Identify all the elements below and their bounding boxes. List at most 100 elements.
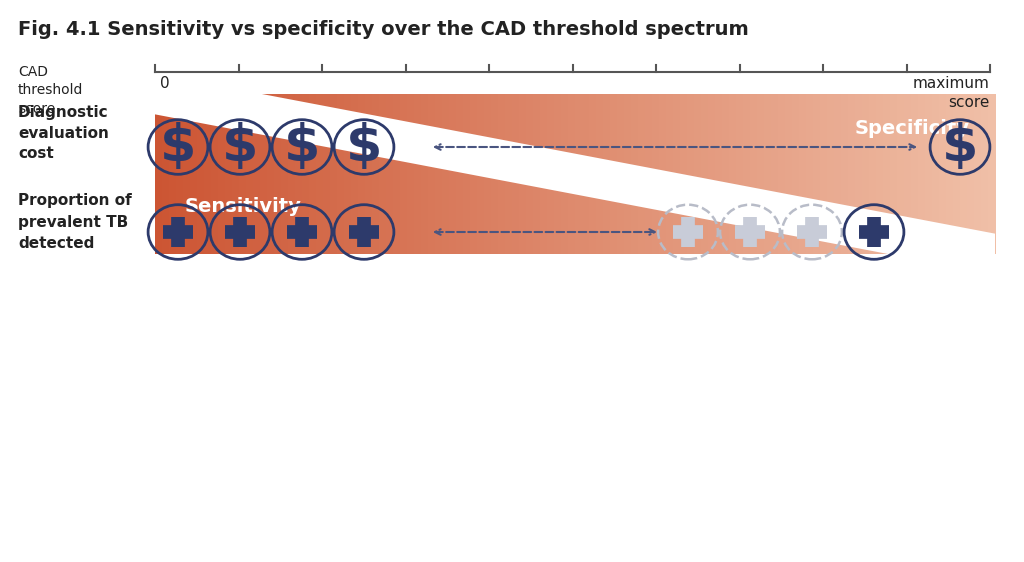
Bar: [722, 94, 730, 254]
Bar: [274, 94, 282, 254]
Bar: [183, 94, 191, 254]
Bar: [323, 94, 331, 254]
Bar: [785, 94, 793, 254]
Bar: [316, 94, 324, 254]
Bar: [534, 94, 541, 254]
Text: CAD
threshold
score: CAD threshold score: [18, 65, 83, 116]
Bar: [743, 94, 751, 254]
Bar: [953, 94, 961, 254]
Bar: [666, 94, 674, 254]
Bar: [309, 94, 317, 254]
Bar: [358, 94, 366, 254]
Bar: [519, 94, 527, 254]
Bar: [673, 94, 681, 254]
Bar: [204, 94, 212, 254]
Bar: [330, 94, 338, 254]
Bar: [260, 94, 268, 254]
Bar: [505, 94, 513, 254]
Bar: [477, 94, 485, 254]
Bar: [582, 94, 590, 254]
Bar: [778, 94, 786, 254]
Bar: [652, 94, 660, 254]
Bar: [379, 94, 387, 254]
Bar: [792, 94, 800, 254]
Bar: [771, 94, 779, 254]
Bar: [218, 94, 226, 254]
Bar: [918, 94, 926, 254]
Bar: [904, 94, 912, 254]
Bar: [736, 94, 744, 254]
Bar: [490, 94, 499, 254]
Bar: [407, 94, 415, 254]
Bar: [834, 94, 842, 254]
Bar: [442, 94, 450, 254]
Bar: [393, 94, 401, 254]
Bar: [694, 94, 702, 254]
Text: $: $: [284, 122, 321, 172]
Bar: [687, 94, 695, 254]
Text: Specificity: Specificity: [855, 119, 970, 138]
Bar: [169, 94, 177, 254]
Bar: [729, 94, 737, 254]
Bar: [750, 94, 758, 254]
Bar: [512, 94, 520, 254]
Bar: [561, 94, 569, 254]
Bar: [232, 94, 240, 254]
Bar: [848, 94, 856, 254]
Bar: [190, 94, 198, 254]
Bar: [428, 94, 436, 254]
Bar: [155, 94, 163, 254]
Bar: [400, 94, 408, 254]
Bar: [239, 94, 247, 254]
Bar: [386, 94, 394, 254]
Bar: [638, 94, 646, 254]
Bar: [449, 94, 457, 254]
Bar: [435, 94, 443, 254]
Bar: [162, 94, 170, 254]
Bar: [813, 94, 821, 254]
Bar: [344, 94, 352, 254]
Bar: [547, 94, 555, 254]
Bar: [246, 94, 254, 254]
Bar: [806, 94, 814, 254]
Text: Proportion of
prevalent TB
detected: Proportion of prevalent TB detected: [18, 193, 132, 251]
Bar: [610, 94, 618, 254]
Bar: [981, 94, 989, 254]
Bar: [631, 94, 639, 254]
Bar: [869, 94, 877, 254]
Bar: [365, 94, 373, 254]
Bar: [708, 94, 716, 254]
Bar: [288, 94, 296, 254]
Bar: [680, 94, 688, 254]
Bar: [414, 94, 422, 254]
Bar: [715, 94, 723, 254]
Bar: [645, 94, 653, 254]
Bar: [939, 94, 947, 254]
Text: $: $: [346, 122, 382, 172]
Bar: [211, 94, 219, 254]
Bar: [757, 94, 765, 254]
Bar: [961, 94, 968, 254]
Bar: [295, 94, 303, 254]
Bar: [764, 94, 772, 254]
Bar: [540, 94, 548, 254]
Bar: [841, 94, 849, 254]
Bar: [624, 94, 632, 254]
Bar: [603, 94, 611, 254]
Bar: [589, 94, 597, 254]
Bar: [575, 94, 583, 254]
Bar: [701, 94, 709, 254]
Bar: [456, 94, 464, 254]
Bar: [463, 94, 471, 254]
Bar: [470, 94, 478, 254]
Polygon shape: [152, 74, 998, 274]
Bar: [967, 94, 975, 254]
Bar: [372, 94, 380, 254]
Bar: [925, 94, 933, 254]
Bar: [302, 94, 310, 254]
Bar: [337, 94, 345, 254]
Bar: [197, 94, 205, 254]
Bar: [421, 94, 429, 254]
Bar: [568, 94, 575, 254]
Text: Fig. 4.1 Sensitivity vs specificity over the CAD threshold spectrum: Fig. 4.1 Sensitivity vs specificity over…: [18, 20, 749, 39]
